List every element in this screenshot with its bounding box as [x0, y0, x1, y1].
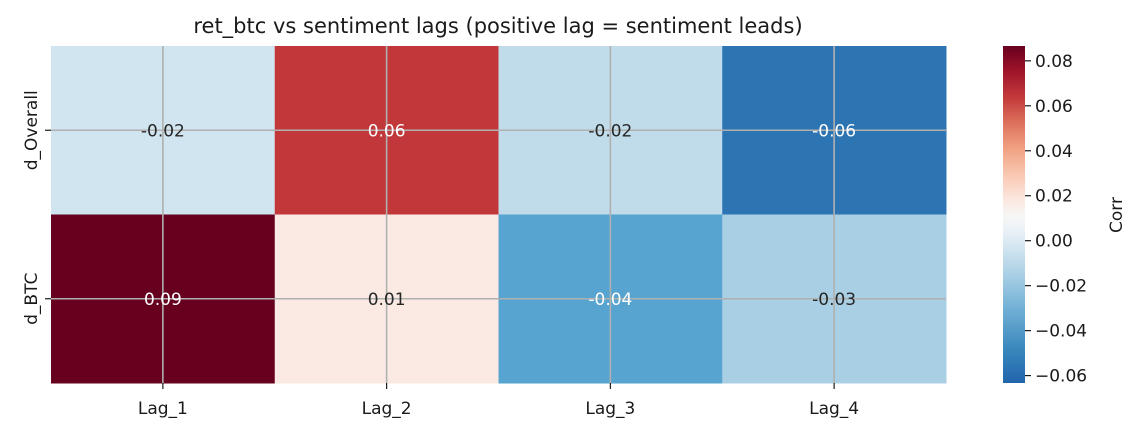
cell-value-label: -0.04	[588, 290, 632, 310]
y-axis: d_Overall d_BTC	[22, 90, 51, 325]
colorbar-ticks: −0.06 −0.04 −0.02 0.00 0.02 0.04 0.06 0.08	[1025, 52, 1087, 387]
cell-value-label: 0.01	[368, 290, 406, 310]
colorbar-gradient	[1003, 46, 1025, 383]
cell-value-label: 0.06	[368, 121, 406, 141]
colorbar-tick-label: −0.06	[1035, 367, 1087, 387]
colorbar-tick-label: 0.04	[1035, 142, 1073, 162]
x-tick-label: Lag_4	[809, 399, 859, 419]
colorbar-tick-label: −0.02	[1035, 277, 1087, 297]
colorbar-tick-label: 0.02	[1035, 187, 1073, 207]
cell-value-label: 0.09	[144, 290, 182, 310]
x-tick-label: Lag_3	[585, 399, 635, 419]
colorbar-tick-label: 0.08	[1035, 52, 1073, 72]
x-tick-label: Lag_2	[362, 399, 412, 419]
cell-value-label: -0.06	[812, 121, 856, 141]
cell-value-label: -0.02	[588, 121, 632, 141]
cell-value-label: -0.02	[141, 121, 185, 141]
colorbar-tick-label: −0.04	[1035, 322, 1087, 342]
x-tick-label: Lag_1	[138, 399, 188, 419]
colorbar-tick-label: 0.06	[1035, 97, 1073, 117]
cell-value-label: -0.03	[812, 290, 856, 310]
colorbar-tick-label: 0.00	[1035, 232, 1073, 252]
grid-lines	[51, 46, 946, 383]
heatmap-cells	[51, 46, 947, 384]
x-axis: Lag_1 Lag_2 Lag_3 Lag_4	[138, 383, 859, 419]
colorbar	[1003, 46, 1025, 383]
cell-labels: -0.02 0.06 -0.02 -0.06 0.09 0.01 -0.04 -0.03	[141, 121, 856, 310]
colorbar-label: Corr	[1107, 197, 1127, 233]
chart-title: ret_btc vs sentiment lags (positive lag …	[193, 14, 802, 39]
y-tick-label: d_BTC	[22, 273, 42, 325]
y-tick-label: d_Overall	[22, 90, 42, 170]
